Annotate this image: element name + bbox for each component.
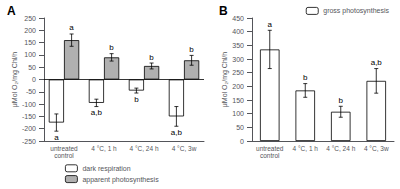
svg-text:0: 0 (240, 138, 244, 145)
svg-text:4 °C, 3w: 4 °C, 3w (172, 145, 197, 152)
svg-text:4 °C, 1 h: 4 °C, 1 h (91, 145, 117, 152)
svg-text:a: a (268, 20, 273, 29)
svg-text:b: b (339, 96, 344, 105)
svg-text:-50: -50 (26, 88, 36, 95)
svg-text:300: 300 (232, 56, 244, 63)
svg-text:B: B (219, 4, 228, 18)
svg-text:μMol O₂/mg Chl/h: μMol O₂/mg Chl/h (221, 52, 229, 107)
svg-text:μMol O₂/mg Chl/h: μMol O₂/mg Chl/h (11, 52, 19, 107)
svg-text:200: 200 (232, 83, 244, 90)
svg-text:control: control (260, 152, 280, 159)
svg-text:350: 350 (232, 42, 244, 49)
svg-text:-250: -250 (22, 138, 36, 145)
svg-text:a: a (54, 133, 59, 142)
svg-text:-200: -200 (22, 125, 36, 132)
svg-text:100: 100 (24, 51, 36, 58)
svg-text:b: b (134, 95, 139, 104)
svg-text:50: 50 (236, 124, 244, 131)
svg-text:gross photosynthesis: gross photosynthesis (323, 7, 389, 15)
svg-text:a,b: a,b (371, 58, 383, 67)
svg-text:a: a (69, 23, 74, 32)
svg-text:untreated: untreated (50, 145, 78, 152)
svg-text:-150: -150 (22, 113, 36, 120)
svg-text:400: 400 (232, 28, 244, 35)
svg-text:apparent photosynthesis: apparent photosynthesis (82, 176, 159, 184)
svg-text:150: 150 (24, 39, 36, 46)
svg-text:4 °C, 3w: 4 °C, 3w (364, 145, 389, 152)
svg-text:b: b (109, 43, 114, 52)
svg-text:100: 100 (232, 110, 244, 117)
svg-text:250: 250 (24, 15, 36, 22)
svg-text:dark respiration: dark respiration (82, 165, 130, 173)
svg-text:-100: -100 (22, 101, 36, 108)
svg-text:0: 0 (32, 76, 36, 83)
svg-text:A: A (7, 4, 16, 18)
svg-text:b: b (303, 73, 308, 82)
svg-text:b: b (189, 45, 194, 54)
svg-text:4 °C, 24 h: 4 °C, 24 h (326, 145, 355, 152)
svg-text:200: 200 (24, 27, 36, 34)
svg-text:a,b: a,b (171, 128, 183, 137)
svg-text:control: control (54, 152, 74, 159)
svg-text:450: 450 (232, 15, 244, 22)
svg-text:150: 150 (232, 97, 244, 104)
svg-text:4 °C, 24 h: 4 °C, 24 h (130, 145, 159, 152)
svg-text:untreated: untreated (256, 145, 284, 152)
svg-text:50: 50 (28, 64, 36, 71)
svg-text:a,b: a,b (91, 108, 103, 117)
svg-text:b: b (149, 53, 154, 62)
svg-text:4 °C, 1 h: 4 °C, 1 h (293, 145, 319, 152)
svg-text:250: 250 (232, 69, 244, 76)
